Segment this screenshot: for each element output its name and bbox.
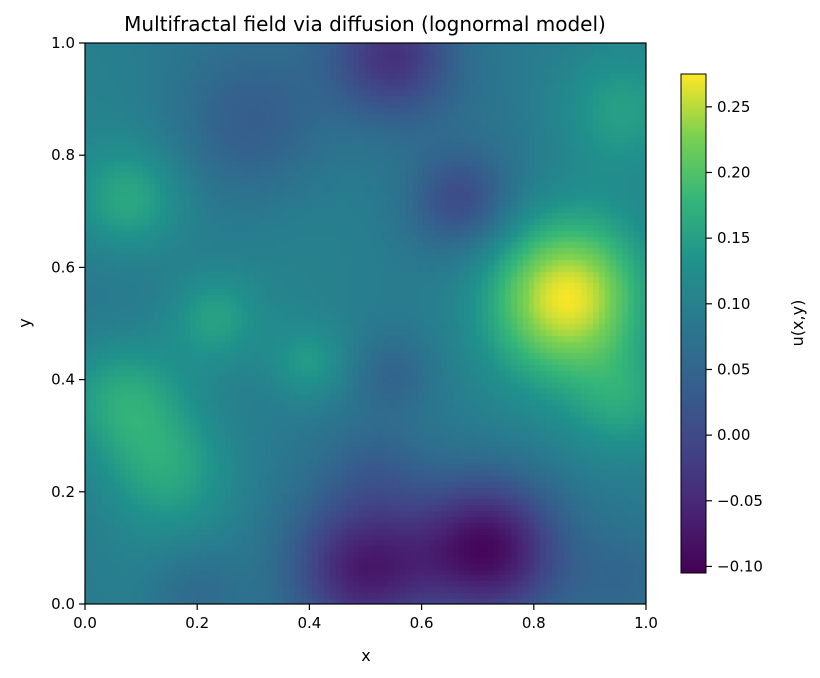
x-tick-label: 1.0 <box>634 614 658 632</box>
heatmap-plot-area <box>84 42 647 605</box>
colorbar-tick-label: 0.00 <box>717 426 750 444</box>
x-tick-label: 0.2 <box>185 614 209 632</box>
colorbar-ticks: 0.25 0.20 0.15 0.10 0.05 0.00 −0.05 −0.10 <box>706 98 763 575</box>
y-tick-label: 0.8 <box>51 146 75 164</box>
colorbar-tick-label: 0.25 <box>717 98 750 116</box>
colorbar-tick-label: −0.10 <box>717 557 763 575</box>
colorbar-gradient <box>680 73 707 574</box>
y-tick-label: 0.2 <box>51 483 75 501</box>
colorbar-label: u(x,y) <box>788 300 807 347</box>
heatmap-image <box>85 43 646 604</box>
colorbar-tick-label: 0.15 <box>717 229 750 247</box>
colorbar: 0.25 0.20 0.15 0.10 0.05 0.00 −0.05 −0.10 u(x,y… <box>680 73 807 575</box>
y-tick-label: 1.0 <box>51 34 75 52</box>
colorbar-tick-label: 0.10 <box>717 295 750 313</box>
x-tick-label: 0.8 <box>522 614 546 632</box>
y-axis: 0.0 0.2 0.4 0.6 0.8 1.0 <box>51 34 85 613</box>
x-axis-label: x <box>361 646 370 665</box>
chart-title: Multifractal field via diffusion (lognor… <box>124 12 606 36</box>
x-tick-label: 0.4 <box>297 614 321 632</box>
colorbar-tick-label: 0.20 <box>717 163 750 181</box>
x-tick-label: 0.6 <box>410 614 434 632</box>
x-axis: 0.0 0.2 0.4 0.6 0.8 1.0 <box>73 604 658 632</box>
y-axis-label: y <box>15 318 34 327</box>
colorbar-tick-label: −0.05 <box>717 492 763 510</box>
y-tick-label: 0.0 <box>51 595 75 613</box>
x-tick-label: 0.0 <box>73 614 97 632</box>
y-tick-label: 0.6 <box>51 258 75 276</box>
colorbar-tick-label: 0.05 <box>717 360 750 378</box>
plot-frame <box>84 42 647 605</box>
y-tick-label: 0.4 <box>51 371 75 389</box>
